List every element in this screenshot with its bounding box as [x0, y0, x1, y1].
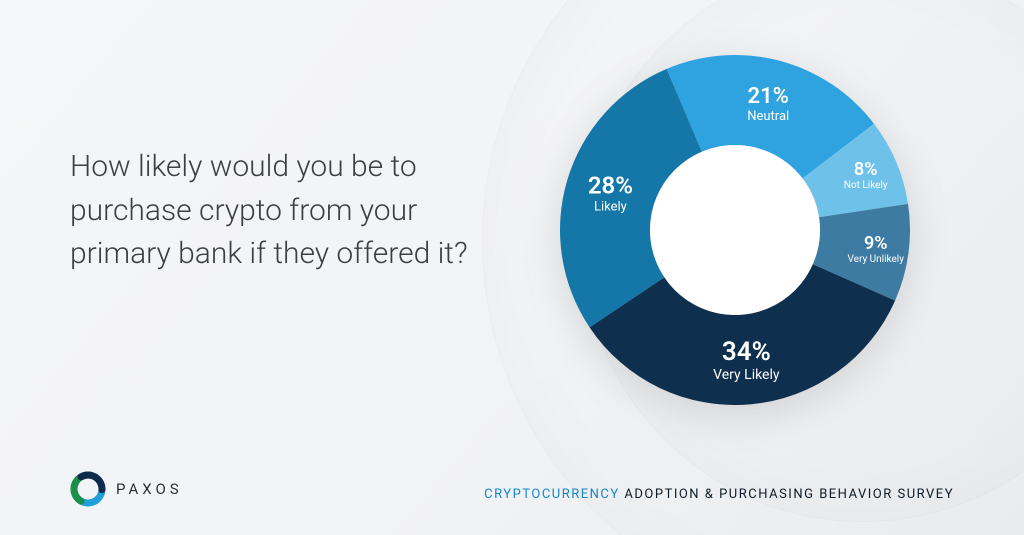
- survey-title: CRYPTOCURRENCY ADOPTION & PURCHASING BEH…: [484, 487, 954, 502]
- survey-title-accent: CRYPTOCURRENCY: [484, 487, 620, 502]
- footer: PAXOS CRYPTOCURRENCY ADOPTION & PURCHASI…: [0, 471, 1024, 535]
- donut-chart: 21%Neutral8%Not Likely9%Very Unlikely34%…: [550, 45, 920, 419]
- brand-name: PAXOS: [116, 480, 183, 498]
- paxos-icon: [70, 471, 106, 507]
- donut-svg: [550, 45, 920, 415]
- survey-title-rest: ADOPTION & PURCHASING BEHAVIOR SURVEY: [624, 487, 954, 502]
- brand-logo: PAXOS: [70, 471, 183, 507]
- donut-hole: [650, 145, 820, 315]
- survey-question: How likely would you be to purchase cryp…: [70, 145, 500, 276]
